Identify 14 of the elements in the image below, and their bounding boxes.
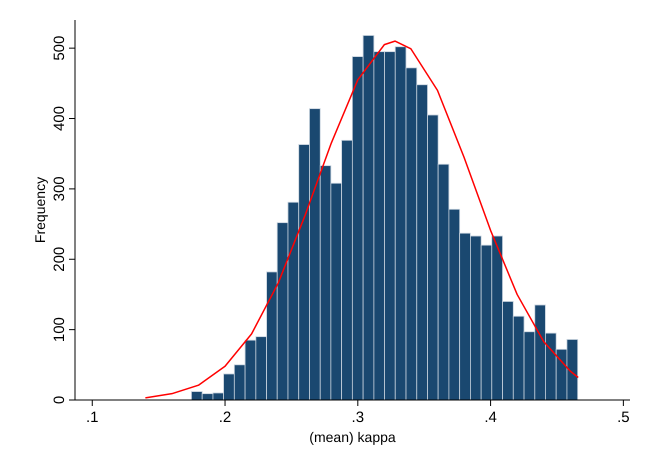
line-series (144, 40, 579, 399)
y-axis-title: Frequency (32, 176, 48, 244)
y-tick-label: 100 (51, 317, 68, 342)
y-tick-label: 400 (51, 106, 68, 132)
y-tick-label: 0 (51, 396, 68, 404)
x-axis-title: (mean) kappa (309, 429, 396, 445)
x-tick-label: .4 (484, 409, 497, 426)
x-tick-label: .1 (86, 409, 99, 426)
y-tick-label: 500 (51, 36, 68, 61)
y-tick-label: 200 (51, 246, 68, 272)
y-tick-label: 300 (51, 176, 68, 202)
x-tick-label: .5 (617, 409, 630, 426)
x-tick-label: .3 (352, 409, 364, 426)
x-tick-label: .2 (218, 409, 232, 426)
